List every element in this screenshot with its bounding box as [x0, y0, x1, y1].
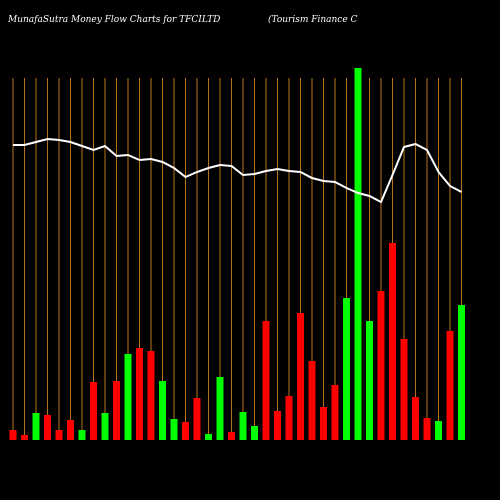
- bar: [458, 305, 465, 440]
- bar: [377, 291, 385, 440]
- bar: [423, 418, 431, 440]
- bar: [147, 351, 155, 440]
- bar: [193, 398, 201, 440]
- bar: [297, 313, 304, 440]
- bar: [9, 430, 17, 440]
- bar: [239, 412, 247, 440]
- bar: [67, 420, 74, 440]
- bar: [32, 413, 40, 440]
- bar: [251, 426, 258, 440]
- chart-title: MunafaSutra Money Flow Charts for TFCILT…: [7, 15, 220, 25]
- bar: [182, 422, 189, 440]
- bar: [78, 430, 86, 440]
- price-line: [13, 137, 462, 204]
- bar: [262, 321, 270, 440]
- bar: [354, 68, 362, 440]
- bar: [44, 415, 51, 440]
- bar: [124, 354, 132, 440]
- bar: [412, 397, 419, 440]
- bar: [228, 432, 235, 440]
- bar: [159, 381, 166, 440]
- bar: [343, 298, 350, 440]
- bar: [274, 411, 281, 440]
- bar: [400, 339, 408, 440]
- bar: [285, 396, 293, 440]
- bar: [170, 419, 178, 440]
- bar: [55, 430, 63, 440]
- bar: [101, 413, 109, 440]
- bar: [446, 331, 454, 440]
- bar: [366, 321, 373, 440]
- bar: [21, 435, 28, 440]
- bar: [435, 421, 442, 440]
- bar: [136, 348, 143, 440]
- chart-subtitle: (Tourism Finance C: [268, 14, 358, 25]
- bar: [216, 377, 224, 440]
- bar: [308, 361, 316, 440]
- bar: [389, 243, 396, 440]
- bar: [320, 407, 327, 440]
- bar: [205, 434, 212, 440]
- bar: [90, 382, 97, 440]
- bar: [331, 385, 339, 440]
- bar: [113, 381, 120, 440]
